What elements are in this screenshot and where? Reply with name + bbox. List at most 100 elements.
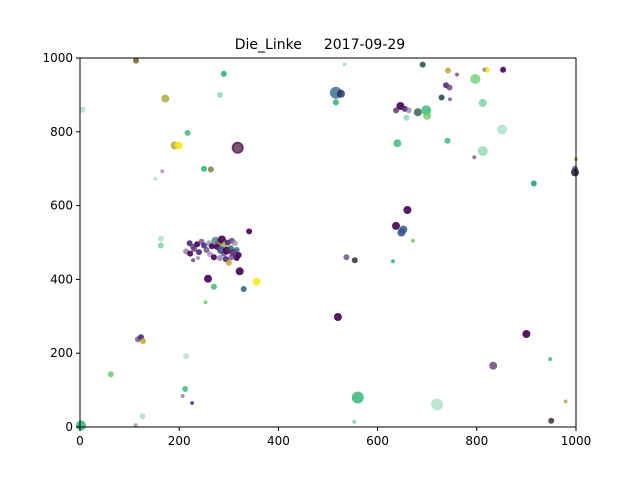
y-axis: 0 200 400 600 800 1000 — [42, 51, 80, 434]
scatter-point — [187, 250, 194, 257]
y-tick-label: 800 — [50, 125, 73, 139]
scatter-point — [455, 72, 459, 77]
scatter-point — [203, 246, 210, 253]
scatter-point — [233, 255, 240, 261]
y-tick-label: 600 — [50, 199, 73, 213]
scatter-point — [448, 97, 452, 102]
scatter-point — [139, 413, 146, 420]
scatter-point — [196, 249, 202, 256]
scatter-point — [210, 254, 217, 261]
scatter-point — [153, 176, 158, 181]
scatter-point — [393, 107, 399, 114]
y-tick-label: 400 — [50, 272, 73, 286]
plot-area — [80, 58, 576, 427]
y-tick-label: 1000 — [42, 51, 73, 65]
x-tick-label: 1000 — [561, 434, 592, 448]
scatter-point — [196, 256, 200, 260]
scatter-point — [133, 423, 138, 428]
scatter-point — [204, 274, 212, 283]
scatter-point — [397, 228, 406, 237]
scatter-point — [203, 300, 208, 305]
scatter-point — [478, 99, 487, 107]
scatter-point — [180, 394, 185, 398]
scatter-point — [201, 165, 207, 172]
scatter-point — [252, 277, 261, 286]
scatter-point — [76, 420, 86, 431]
scatter-point — [216, 91, 223, 98]
x-tick-label: 200 — [168, 434, 191, 448]
scatter-point — [183, 353, 190, 360]
scatter-point — [235, 267, 244, 276]
scatter-point — [351, 257, 358, 264]
scatter-point — [445, 67, 451, 74]
scatter-point — [446, 84, 453, 91]
scatter-point — [571, 168, 579, 177]
scatter-point — [216, 255, 223, 261]
scatter-point — [489, 361, 498, 370]
scatter-point — [431, 398, 444, 411]
scatter-point — [240, 286, 247, 292]
axes-frame — [79, 57, 577, 428]
scatter-point — [233, 246, 240, 253]
scatter-point — [336, 89, 345, 98]
scatter-point — [482, 67, 487, 72]
scatter-point — [500, 66, 507, 73]
scatter-point — [352, 419, 357, 424]
scatter-point — [246, 228, 253, 235]
scatter-point — [79, 106, 86, 113]
chart-title: Die_Linke 2017-09-29 — [235, 37, 405, 53]
y-tick-label: 200 — [50, 346, 73, 360]
scatter-point — [522, 330, 531, 338]
scatter-point — [413, 108, 422, 117]
scatter-point — [444, 137, 451, 144]
scatter-point — [160, 169, 165, 174]
scatter-point — [333, 313, 342, 321]
scatter-point — [343, 254, 350, 261]
scatter-point — [194, 241, 201, 248]
scatter-point — [208, 243, 215, 250]
x-tick-label: 400 — [267, 434, 290, 448]
scatter-point — [497, 124, 508, 135]
scatter-point — [405, 107, 412, 114]
scatter-point — [548, 417, 555, 424]
scatter-point — [225, 259, 232, 266]
scatter-point — [191, 258, 196, 263]
y-tick-label: 0 — [65, 420, 73, 434]
scatter-point — [233, 143, 242, 152]
x-tick-label: 0 — [76, 434, 84, 448]
x-axis: 0 200 400 600 800 1000 — [76, 427, 591, 448]
scatter-point — [140, 338, 146, 344]
scatter-point — [392, 221, 400, 230]
scatter-point — [419, 61, 426, 68]
scatter-point — [231, 240, 238, 247]
x-tick-label: 600 — [366, 434, 389, 448]
x-tick-label: 800 — [465, 434, 488, 448]
scatter-point — [563, 399, 568, 404]
scatter-point — [391, 259, 395, 264]
scatter-point — [191, 246, 198, 253]
scatter-point — [342, 62, 347, 67]
scatter-point — [472, 155, 477, 160]
scatter-point — [182, 386, 189, 392]
scatter-point — [161, 94, 170, 103]
scatter-point — [410, 238, 415, 243]
scatter-point — [207, 166, 214, 173]
scatter-point — [477, 146, 488, 156]
scatter-point — [184, 129, 191, 136]
scatter-point — [174, 141, 183, 150]
chart-title-party: Die_Linke — [235, 37, 302, 53]
scatter-point — [332, 99, 339, 106]
scatter-point — [403, 114, 410, 121]
scatter-point — [470, 74, 481, 84]
scatter-point — [201, 242, 207, 249]
scatter-point — [548, 357, 553, 362]
scatter-point — [351, 391, 364, 404]
scatter-point — [438, 94, 445, 101]
scatter-point — [157, 235, 164, 242]
points-layer — [76, 57, 579, 431]
scatter-point — [210, 283, 217, 290]
scatter-point — [157, 242, 164, 249]
chart-title-date: 2017-09-29 — [324, 37, 405, 53]
scatter-point — [403, 206, 412, 214]
